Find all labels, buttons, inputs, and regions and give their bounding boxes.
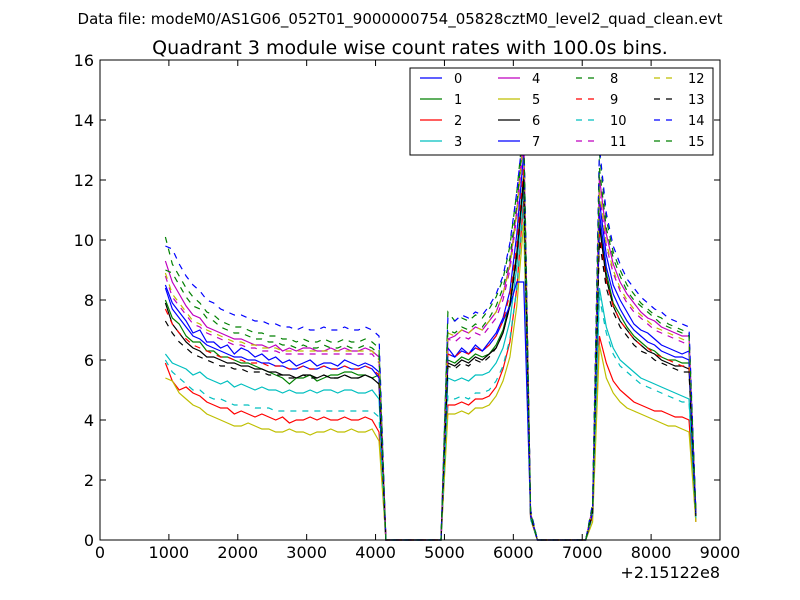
- y-tick-label: 10: [74, 231, 94, 250]
- x-tick-label: 4000: [355, 543, 396, 562]
- series-line-11: [164, 140, 697, 541]
- legend-label-0: 0: [454, 72, 462, 87]
- legend-label-8: 8: [610, 72, 618, 87]
- y-tick-label: 16: [74, 51, 94, 70]
- legend-label-2: 2: [454, 114, 462, 129]
- x-tick-label: 6000: [493, 543, 534, 562]
- legend-label-5: 5: [532, 93, 540, 108]
- y-tick-label: 8: [84, 291, 94, 310]
- series-line-12: [164, 137, 697, 541]
- axes-layer: 0 1000 2000 3000 4000 5000 6000 7000 8000 9000 0 2 4…: [74, 51, 741, 562]
- y-tick-label: 0: [84, 531, 94, 550]
- legend-label-3: 3: [454, 135, 462, 150]
- suptitle: Data file: modeM0/AS1G06_052T01_90000007…: [78, 10, 723, 29]
- y-tick-label: 2: [84, 471, 94, 490]
- series-line-13: [164, 179, 697, 541]
- legend-label-6: 6: [532, 114, 540, 129]
- legend-label-14: 14: [688, 114, 705, 129]
- legend-label-13: 13: [688, 93, 705, 108]
- x-offset-label: +2.15122e8: [620, 563, 720, 582]
- y-tick-label: 6: [84, 351, 94, 370]
- legend-label-10: 10: [610, 114, 627, 129]
- x-tick-label: 1000: [149, 543, 190, 562]
- legend-label-9: 9: [610, 93, 618, 108]
- y-tick-label: 14: [74, 111, 94, 130]
- y-tick-label: 12: [74, 171, 94, 190]
- x-tick-label: 7000: [562, 543, 603, 562]
- legend-label-7: 7: [532, 135, 540, 150]
- chart-title: Quadrant 3 module wise count rates with …: [152, 37, 668, 59]
- legend-box: [409, 67, 714, 156]
- x-tick-label: 0: [95, 543, 105, 562]
- legend-label-1: 1: [454, 93, 462, 108]
- legend-label-15: 15: [688, 135, 705, 150]
- legend-label-4: 4: [532, 72, 540, 87]
- series-line-8: [164, 122, 697, 541]
- series-line-9: [164, 167, 697, 541]
- x-tick-label: 3000: [286, 543, 327, 562]
- y-tick-label: 4: [84, 411, 94, 430]
- x-tick-label: 9000: [700, 543, 741, 562]
- x-tick-label: 8000: [631, 543, 672, 562]
- legend-label-11: 11: [610, 135, 627, 150]
- legend-label-12: 12: [688, 72, 705, 87]
- x-tick-label: 2000: [217, 543, 258, 562]
- x-tick-label: 5000: [424, 543, 465, 562]
